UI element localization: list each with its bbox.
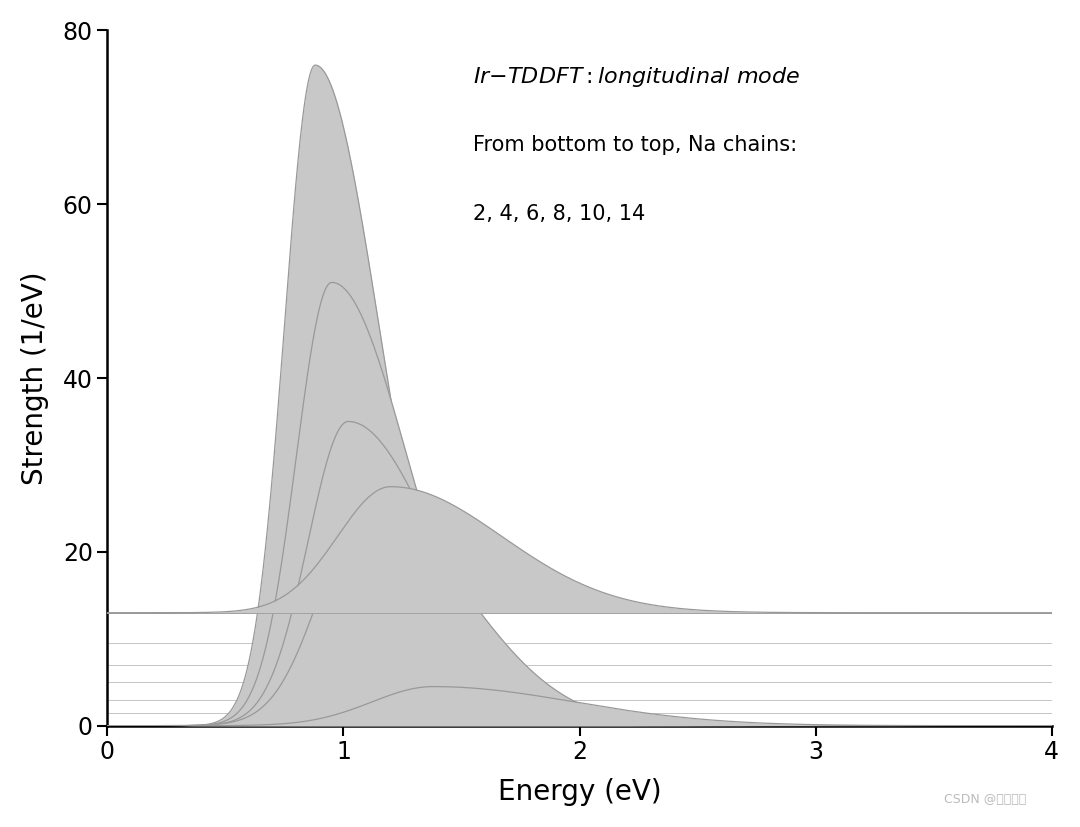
Y-axis label: Strength (1/eV): Strength (1/eV) [21, 271, 49, 485]
Text: $\bf{\it{Ir}}$$\it{-TDDFT: longitudinal\ mode}$: $\bf{\it{Ir}}$$\it{-TDDFT: longitudinal\… [473, 65, 800, 89]
X-axis label: Energy (eV): Energy (eV) [498, 778, 661, 806]
Text: 2, 4, 6, 8, 10, 14: 2, 4, 6, 8, 10, 14 [473, 204, 646, 224]
Text: CSDN @龙讯旷腾: CSDN @龙讯旷腾 [944, 793, 1026, 806]
Text: From bottom to top, Na chains:: From bottom to top, Na chains: [473, 135, 797, 155]
